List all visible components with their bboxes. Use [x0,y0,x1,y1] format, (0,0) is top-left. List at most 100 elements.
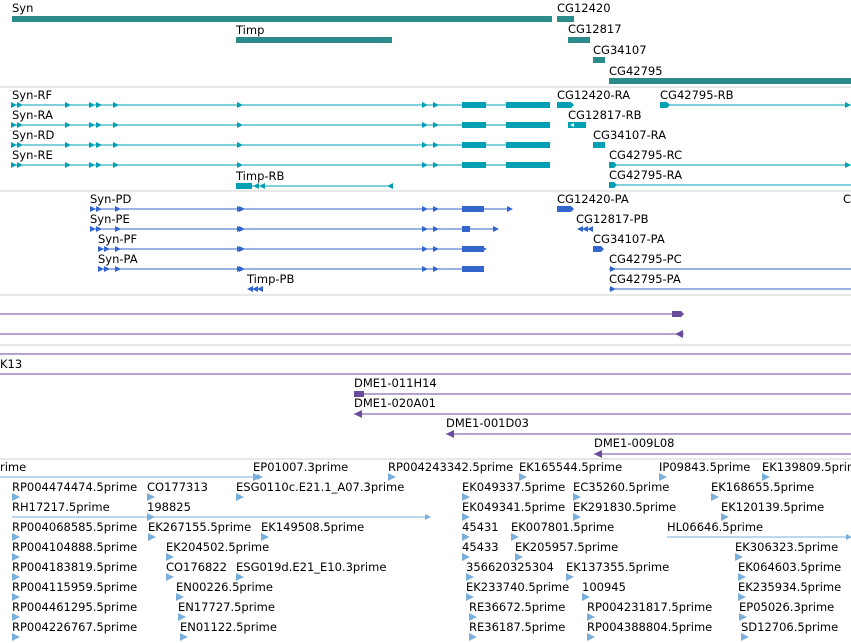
gene-label-cg12817[interactable]: CG12817 [568,22,622,36]
est-label-esg019d-e21-e10-3prime[interactable]: ESG019d.E21_E10.3prime [236,560,386,574]
est-label-ek233740-5prime[interactable]: EK233740.5prime [466,580,569,594]
clone-label-dme1-020a01[interactable]: DME1-020A01 [354,396,436,410]
exon-block[interactable] [462,142,486,148]
est-label-ep01007-3prime[interactable]: EP01007.3prime [253,460,348,474]
protein-label-cg12817-pb[interactable]: CG12817-PB [576,212,649,226]
clone-end[interactable] [672,311,684,317]
est-label-rp004388804-5prime[interactable]: RP004388804.5prime [587,620,712,634]
est-label-ek049337-5prime[interactable]: EK049337.5prime [462,480,565,494]
est-label-en17727-5prime[interactable]: EN17727.5prime [178,600,275,614]
transcript-label-syn-rd[interactable]: Syn-RD [12,128,55,142]
gene-glyph-syn[interactable] [12,16,552,22]
est-label-ek204502-5prime[interactable]: EK204502.5prime [166,540,269,554]
transcript-label-syn-re[interactable]: Syn-RE [12,148,53,162]
clone-label-dme1-011h14[interactable]: DME1-011H14 [354,376,437,390]
est-label-rp004231817-5prime[interactable]: RP004231817.5prime [587,600,712,614]
est-label-ek205957-5prime[interactable]: EK205957.5prime [515,540,618,554]
est-label-198825[interactable]: 198825 [147,500,191,514]
exon-block[interactable] [462,246,484,252]
transcript-label-cg12817-rb[interactable]: CG12817-RB [568,108,642,122]
transcript-glyph-cg12420-ra[interactable] [557,102,574,108]
est-label-rime[interactable]: rime [0,460,26,474]
est-label-100945[interactable]: 100945 [582,580,626,594]
protein-label-syn-pa[interactable]: Syn-PA [98,252,138,266]
exon-block[interactable] [462,162,486,168]
est-label-ek007801-5prime[interactable]: EK007801.5prime [511,520,614,534]
exon-block[interactable] [506,162,550,168]
gene-glyph-cg12420[interactable] [557,16,574,22]
est-label-ek306323-5prime[interactable]: EK306323.5prime [735,540,838,554]
protein-glyph-cg12420-pa[interactable] [557,206,574,212]
exon-block[interactable] [462,226,470,232]
transcript-label-cg42795-rb[interactable]: CG42795-RB [660,88,734,102]
est-label-ek064603-5prime[interactable]: EK064603.5prime [738,560,841,574]
clone-label-k13[interactable]: K13 [0,357,22,371]
gene-label-timp[interactable]: Timp [235,23,264,37]
protein-label-syn-pe[interactable]: Syn-PE [90,212,130,226]
gene-label-cg42795[interactable]: CG42795 [609,64,663,78]
est-label-rp004461295-5prime[interactable]: RP004461295.5prime [12,600,137,614]
exon-block[interactable] [609,162,617,168]
gene-label-syn[interactable]: Syn [12,1,33,15]
est-label-ek149508-5prime[interactable]: EK149508.5prime [261,520,364,534]
transcript-label-syn-rf[interactable]: Syn-RF [12,88,52,102]
est-label-ek267155-5prime[interactable]: EK267155.5prime [148,520,251,534]
est-label-en00226-5prime[interactable]: EN00226.5prime [176,580,273,594]
transcript-label-timp-rb[interactable]: Timp-RB [235,169,285,183]
clone-label-dme1-001d03[interactable]: DME1-001D03 [446,416,529,430]
protein-label-cg34107-pa[interactable]: CG34107-PA [593,232,665,246]
gene-glyph-cg12817[interactable] [568,37,590,43]
est-label-rp004068585-5prime[interactable]: RP004068585.5prime [12,520,137,534]
exon-block[interactable] [462,206,484,212]
est-label-ip09843-5prime[interactable]: IP09843.5prime [659,460,750,474]
est-label-ek235934-5prime[interactable]: EK235934.5prime [738,580,841,594]
exon-block[interactable] [506,122,550,128]
est-label-ek168655-5prime[interactable]: EK168655.5prime [711,480,814,494]
protein-label-cg42795-pa[interactable]: CG42795-PA [609,272,681,286]
exon-block[interactable] [462,122,486,128]
est-label-45431[interactable]: 45431 [462,520,499,534]
est-label-co177313[interactable]: CO177313 [147,480,208,494]
est-label-en01122-5prime[interactable]: EN01122.5prime [180,620,277,634]
est-label-ek291830-5prime[interactable]: EK291830.5prime [573,500,676,514]
protein-label-cg42795-pc[interactable]: CG42795-PC [609,252,682,266]
clone-end[interactable] [354,391,364,397]
gene-label-cg12420[interactable]: CG12420 [557,1,611,15]
transcript-glyph-cg12817-rb[interactable] [568,122,586,128]
est-label-rp004104888-5prime[interactable]: RP004104888.5prime [12,540,137,554]
est-label-rp004183819-5prime[interactable]: RP004183819.5prime [12,560,137,574]
transcript-label-cg42795-ra[interactable]: CG42795-RA [609,168,682,182]
protein-label-syn-pf[interactable]: Syn-PF [98,232,137,246]
est-label-356620325304[interactable]: 356620325304 [466,560,554,574]
est-label-ek165544-5prime[interactable]: EK165544.5prime [519,460,622,474]
clone-label-dme1-009l08[interactable]: DME1-009L08 [594,436,675,450]
exon-block[interactable] [609,182,617,188]
est-label-rp004243342-5prime[interactable]: RP004243342.5prime [388,460,513,474]
gene-glyph-cg42795[interactable] [609,78,851,84]
transcript-label-cg34107-ra[interactable]: CG34107-RA [593,128,666,142]
protein-label-syn-pd[interactable]: Syn-PD [90,192,131,206]
exon-block[interactable] [236,183,252,189]
est-label-ek049341-5prime[interactable]: EK049341.5prime [462,500,565,514]
est-label-rh17217-5prime[interactable]: RH17217.5prime [12,500,110,514]
est-label-re36187-5prime[interactable]: RE36187.5prime [469,620,565,634]
est-label-ek139809-5prime[interactable]: EK139809.5prime [762,460,851,474]
est-label-ek120139-5prime[interactable]: EK120139.5prime [721,500,824,514]
protein-label-c[interactable]: C [843,192,851,206]
gene-glyph-cg34107[interactable] [593,57,605,63]
est-label-ec35260-5prime[interactable]: EC35260.5prime [573,480,669,494]
est-label-sd12706-5prime[interactable]: SD12706.5prime [741,620,838,634]
est-label-ek137355-5prime[interactable]: EK137355.5prime [566,560,669,574]
protein-glyph-cg34107-pa[interactable] [593,246,604,252]
exon-block[interactable] [506,102,550,108]
exon-block[interactable] [506,142,550,148]
est-label-45433[interactable]: 45433 [462,540,499,554]
transcript-label-cg42795-rc[interactable]: CG42795-RC [609,148,682,162]
transcript-label-syn-ra[interactable]: Syn-RA [12,108,53,122]
protein-label-cg12420-pa[interactable]: CG12420-PA [557,192,629,206]
est-label-rp004474474-5prime[interactable]: RP004474474.5prime [12,480,137,494]
est-label-rp004115959-5prime[interactable]: RP004115959.5prime [12,580,137,594]
est-label-hl06646-5prime[interactable]: HL06646.5prime [667,520,763,534]
exon-block[interactable] [462,102,486,108]
est-label-esg0110c-e21-1-a07-3prime[interactable]: ESG0110c.E21.1_A07.3prime [236,480,404,494]
